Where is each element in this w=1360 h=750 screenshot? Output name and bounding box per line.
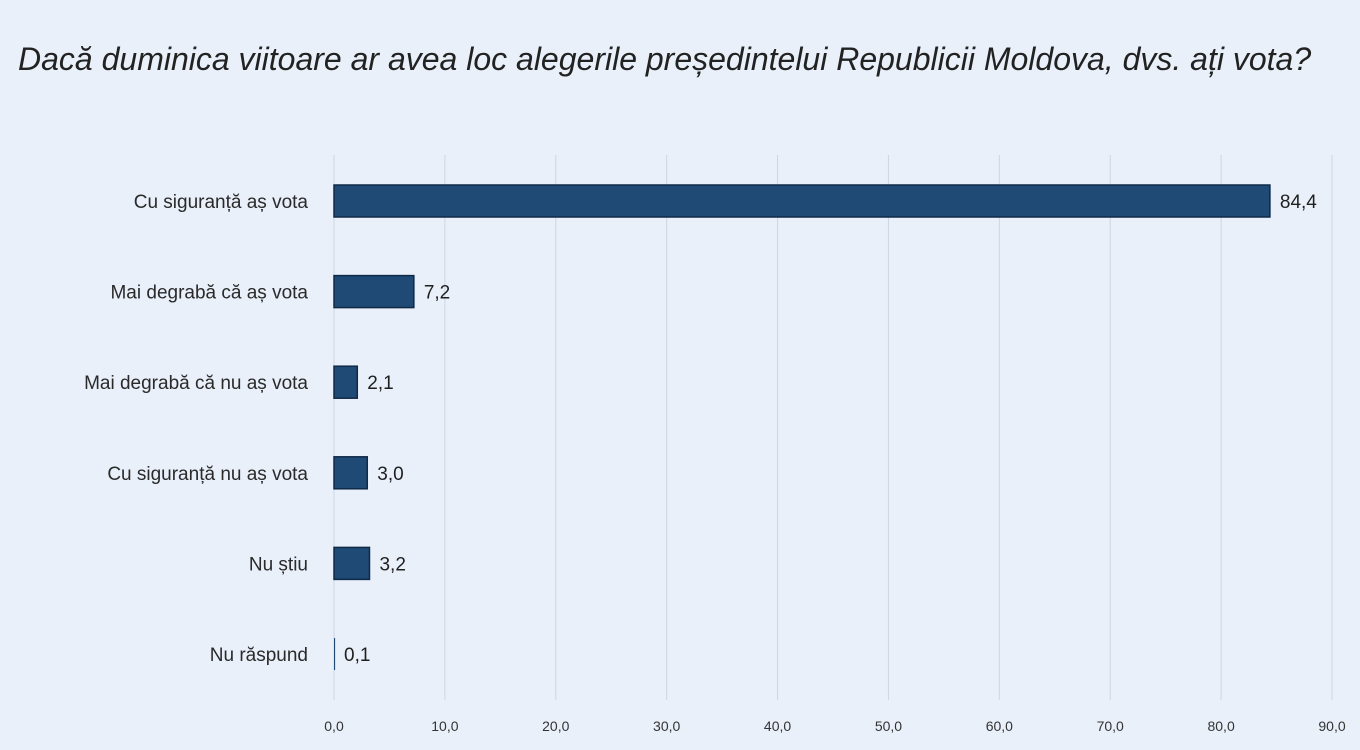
value-label-0: 84,4 — [1280, 192, 1317, 213]
value-label-1: 7,2 — [424, 283, 450, 304]
x-tick-label-5: 50,0 — [875, 718, 902, 734]
x-tick-label-0: 0,0 — [324, 718, 344, 734]
x-tick-label-3: 30,0 — [653, 718, 680, 734]
x-tick-label-8: 80,0 — [1207, 718, 1234, 734]
bar-4 — [333, 546, 371, 581]
x-tick-label-4: 40,0 — [764, 718, 791, 734]
category-label-5: Nu răspund — [210, 645, 308, 666]
bar-3 — [333, 456, 369, 490]
chart-title: Dacă duminica viitoare ar avea loc alege… — [18, 41, 1312, 77]
bars — [333, 184, 1271, 670]
labels: 0,0 10,0 20,0 30,0 40,0 50,0 60,0 70,0 80,0 90,0 C… — [84, 192, 1346, 734]
value-label-2: 2,1 — [367, 373, 393, 394]
category-label-4: Nu știu — [249, 554, 308, 575]
x-tick-label-2: 20,0 — [542, 718, 569, 734]
category-label-2: Mai degrabă că nu aș vota — [84, 373, 308, 394]
bar-5 — [334, 638, 336, 670]
category-label-0: Cu siguranță aș vota — [134, 192, 309, 213]
category-label-1: Mai degrabă că aș vota — [110, 283, 308, 304]
bar-2 — [333, 365, 359, 399]
value-label-3: 3,0 — [377, 464, 403, 485]
x-tick-label-6: 60,0 — [986, 718, 1013, 734]
value-label-4: 3,2 — [379, 554, 405, 575]
bar-0 — [333, 184, 1271, 218]
x-tick-label-7: 70,0 — [1097, 718, 1124, 734]
x-tick-label-9: 90,0 — [1318, 718, 1345, 734]
bar-1 — [333, 274, 415, 309]
category-label-3: Cu siguranță nu aș vota — [107, 464, 308, 485]
x-tick-label-1: 10,0 — [431, 718, 458, 734]
value-label-5: 0,1 — [344, 645, 370, 666]
gridlines — [333, 155, 1333, 700]
